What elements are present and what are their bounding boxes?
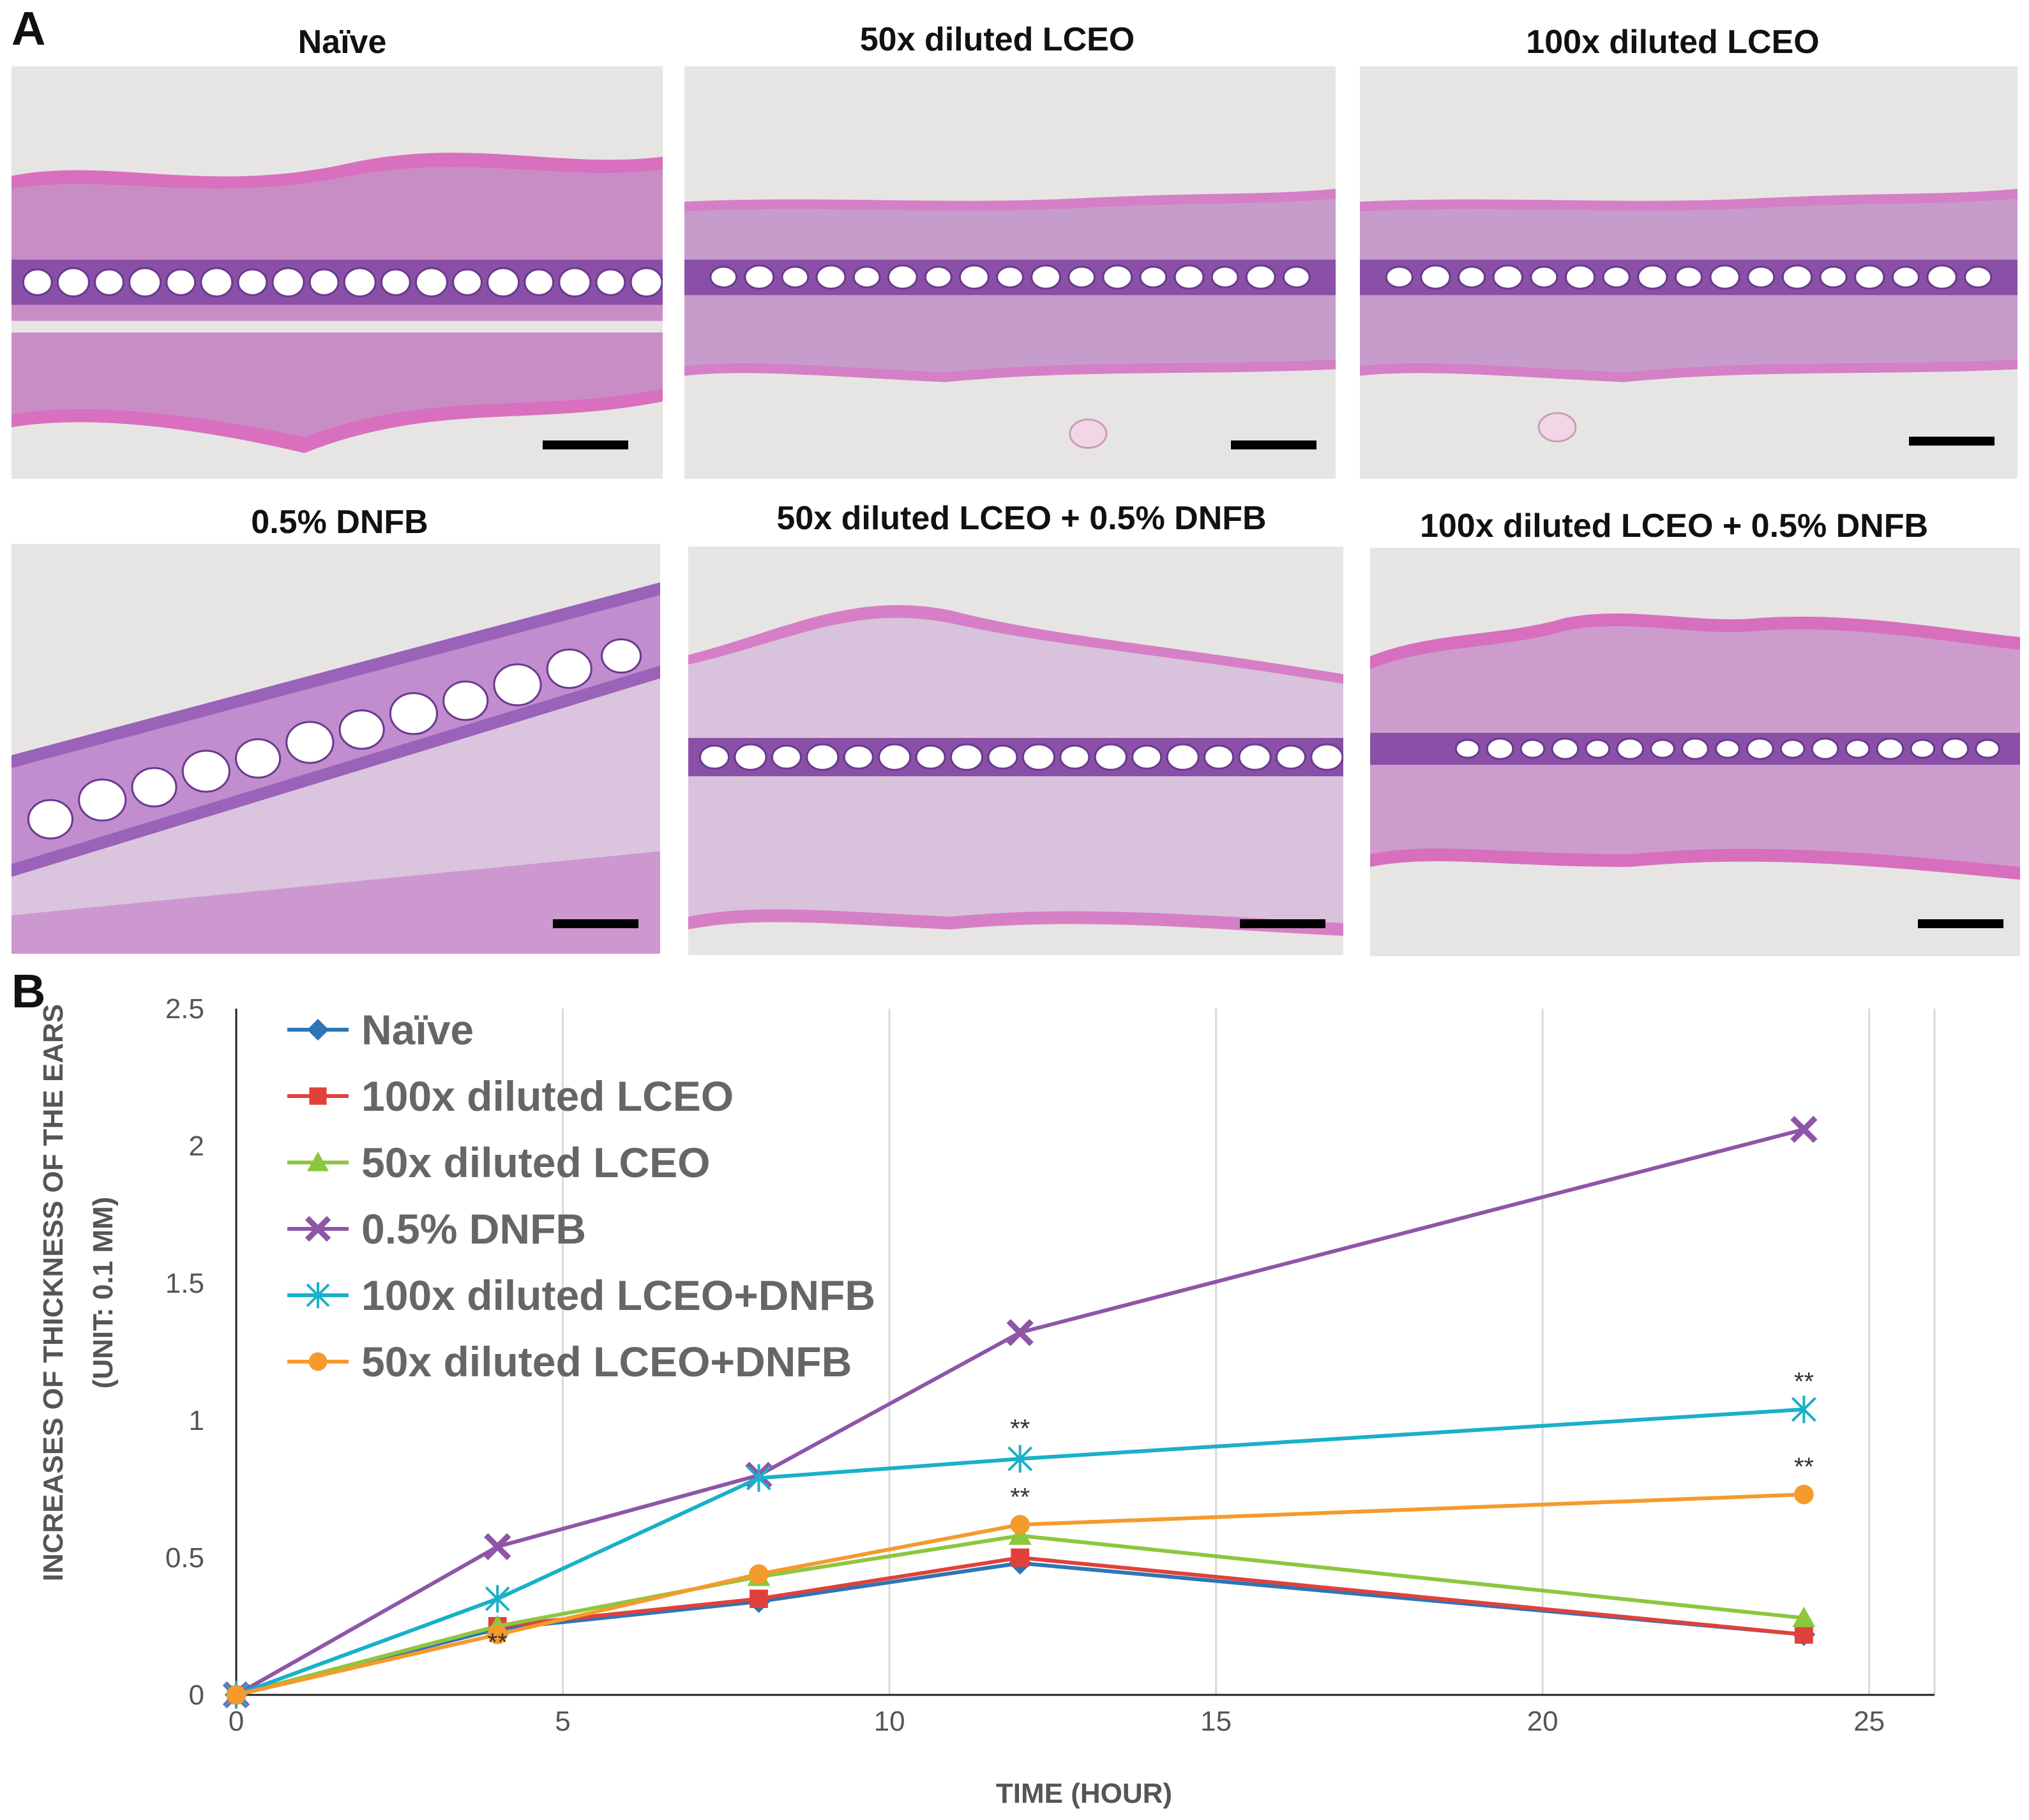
significance-annotations: ** ** ** ** ** bbox=[488, 1368, 1814, 1657]
legend-label: Naïve bbox=[361, 1006, 474, 1053]
legend-label: 50x diluted LCEO bbox=[361, 1139, 710, 1186]
legend-label: 50x diluted LCEO+DNFB bbox=[361, 1338, 852, 1385]
panel-b-label: B bbox=[11, 965, 46, 1018]
y-axis-title: INCREASES OF THICKNESS OF THE EARS bbox=[38, 1004, 69, 1582]
data-point bbox=[226, 1685, 246, 1705]
micrograph-100x-dnfb bbox=[1370, 548, 2020, 956]
legend-marker bbox=[307, 1152, 329, 1171]
image-title-dnfb: 0.5% DNFB bbox=[251, 504, 428, 541]
x-tick-label: 20 bbox=[1527, 1706, 1558, 1737]
y-axis-subtitle: (UNIT: 0.1 MM) bbox=[87, 1197, 119, 1389]
image-title-100x-dnfb: 100x diluted LCEO + 0.5% DNFB bbox=[1419, 508, 1929, 545]
significance-marker: ** bbox=[1010, 1483, 1030, 1511]
legend-marker bbox=[307, 1019, 329, 1041]
image-title-50x-dnfb: 50x diluted LCEO + 0.5% DNFB bbox=[776, 500, 1267, 537]
data-point bbox=[484, 1533, 511, 1560]
significance-marker: ** bbox=[1010, 1415, 1030, 1443]
legend-marker bbox=[309, 1087, 327, 1105]
y-tick-label: 1 bbox=[189, 1405, 204, 1436]
y-tick-label: 2 bbox=[189, 1131, 204, 1162]
legend-label: 100x diluted LCEO bbox=[361, 1072, 734, 1120]
grid-lines bbox=[562, 1009, 1936, 1695]
micrograph-100x bbox=[1360, 66, 2018, 479]
data-point bbox=[1008, 1524, 1032, 1545]
legend-item: 50x diluted LCEO+DNFB bbox=[287, 1338, 852, 1385]
scale-bar bbox=[1240, 919, 1325, 928]
image-title-50x: 50x diluted LCEO bbox=[859, 21, 1135, 58]
data-point bbox=[485, 1584, 510, 1613]
legend-marker bbox=[308, 1352, 328, 1371]
legend-item: 100x diluted LCEO bbox=[287, 1072, 734, 1120]
x-axis-title: TIME (HOUR) bbox=[996, 1778, 1172, 1809]
micrograph-naive bbox=[11, 66, 663, 479]
significance-marker: ** bbox=[1794, 1368, 1814, 1396]
x-tick-label: 15 bbox=[1200, 1706, 1232, 1737]
data-point bbox=[1792, 1606, 1816, 1627]
data-point bbox=[749, 1564, 769, 1584]
legend-item: 0.5% DNFB bbox=[287, 1205, 586, 1252]
series-0 bbox=[225, 1551, 1816, 1706]
data-point bbox=[746, 1464, 771, 1492]
data-point bbox=[487, 1625, 508, 1644]
data-point bbox=[750, 1590, 768, 1608]
x-tick-label: 10 bbox=[874, 1706, 905, 1737]
legend-item: Naïve bbox=[287, 1006, 474, 1053]
data-point bbox=[1794, 1484, 1814, 1505]
series-line bbox=[236, 1555, 1804, 1697]
series-4 bbox=[223, 1395, 1816, 1709]
legend-marker bbox=[306, 1282, 330, 1309]
series-line bbox=[236, 1561, 1804, 1697]
legend: Naïve 100x diluted LCEO 50x diluted LCEO 0.… bbox=[287, 1006, 875, 1385]
scale-bar bbox=[1909, 437, 1995, 446]
scale-bar bbox=[1231, 440, 1316, 449]
x-tick-label: 0 bbox=[229, 1706, 244, 1737]
data-point bbox=[1011, 1548, 1030, 1567]
x-tick-label: 5 bbox=[555, 1706, 570, 1737]
scale-bar bbox=[543, 440, 628, 449]
micrograph-dnfb bbox=[11, 544, 660, 954]
image-title-naive: Naïve bbox=[298, 24, 387, 61]
axes: 0 5 10 15 20 25 0 0.5 1 1.5 2 2.5 bbox=[165, 993, 1935, 1737]
y-tick-label: 0 bbox=[189, 1680, 204, 1711]
significance-marker: ** bbox=[488, 1628, 508, 1657]
series-5 bbox=[226, 1484, 1814, 1705]
data-point bbox=[1794, 1625, 1813, 1644]
scale-bar bbox=[553, 919, 638, 928]
micrograph-50x-dnfb bbox=[688, 546, 1343, 955]
legend-item: 50x diluted LCEO bbox=[287, 1139, 710, 1186]
legend-marker bbox=[305, 1215, 331, 1242]
line-chart: 0 5 10 15 20 25 0 0.5 1 1.5 2 2.5 ** ** ** ** ** Naïve 1… bbox=[38, 993, 1936, 1809]
data-series bbox=[222, 1116, 1818, 1709]
significance-marker: ** bbox=[1794, 1453, 1814, 1481]
x-tick-label: 25 bbox=[1853, 1706, 1885, 1737]
data-point bbox=[1006, 1319, 1034, 1346]
data-point bbox=[1790, 1116, 1818, 1143]
legend-label: 100x diluted LCEO+DNFB bbox=[361, 1272, 875, 1319]
legend-label: 0.5% DNFB bbox=[361, 1205, 586, 1252]
y-tick-label: 2.5 bbox=[165, 993, 204, 1025]
panel-a-label: A bbox=[11, 2, 46, 55]
scale-bar bbox=[1918, 919, 2003, 928]
data-point bbox=[1010, 1515, 1030, 1535]
data-point bbox=[1791, 1395, 1816, 1424]
micrograph-50x bbox=[684, 66, 1336, 479]
y-tick-label: 1.5 bbox=[165, 1268, 204, 1299]
y-tick-label: 0.5 bbox=[165, 1542, 204, 1574]
data-point bbox=[1007, 1445, 1033, 1473]
legend-item: 100x diluted LCEO+DNFB bbox=[287, 1272, 875, 1319]
image-title-100x: 100x diluted LCEO bbox=[1526, 24, 1820, 61]
